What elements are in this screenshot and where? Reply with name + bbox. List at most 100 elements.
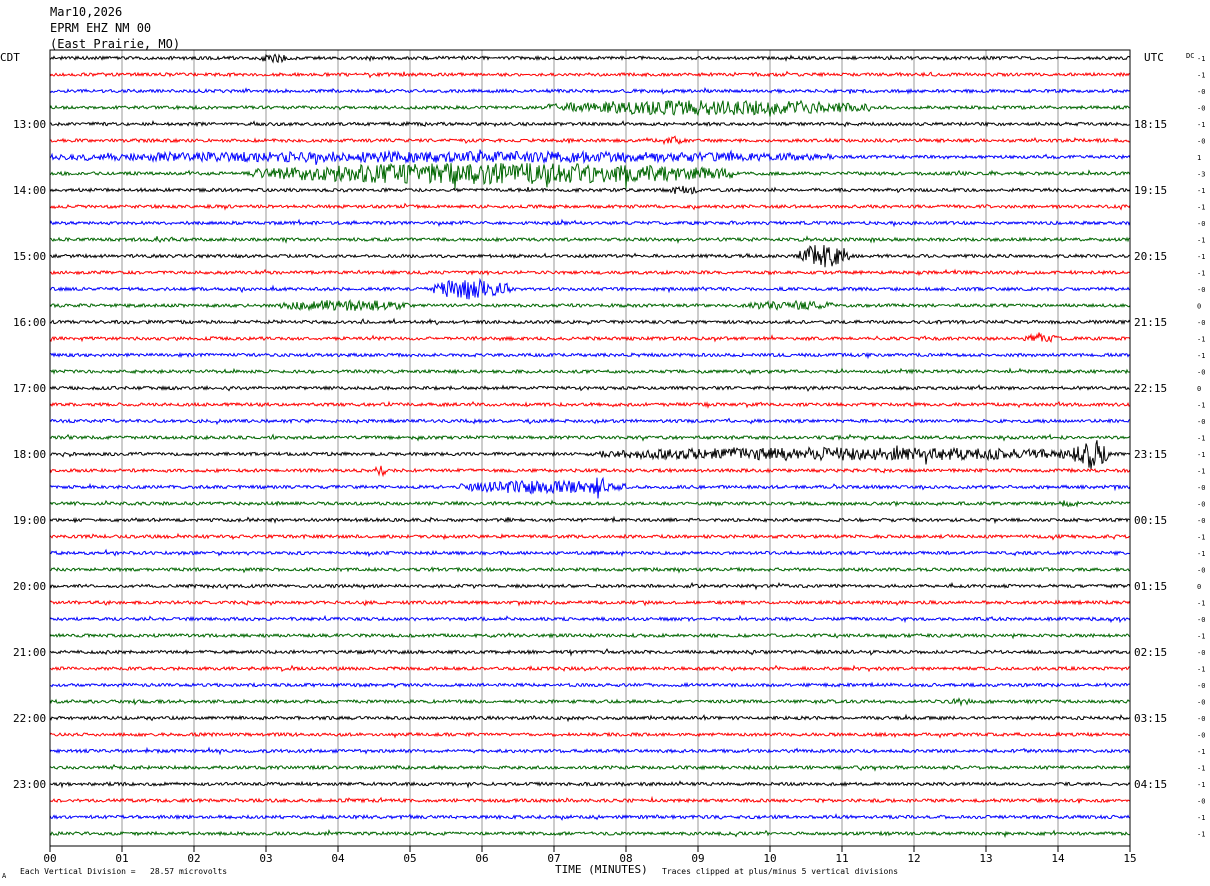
seismic-trace (49, 713, 1131, 723)
seismic-trace (49, 53, 1131, 64)
cdt-hour-label: 15:00 (13, 250, 46, 263)
seismic-trace (49, 566, 1131, 574)
dc-offset-label: -1 (1197, 121, 1205, 129)
dc-offset-label: -0 (1197, 105, 1205, 113)
dc-offset-label: -0 (1197, 138, 1205, 146)
utc-hour-label: 01:15 (1134, 580, 1167, 593)
dc-offset-label: -1 (1197, 253, 1205, 261)
utc-label: UTC (1144, 51, 1164, 64)
dc-offset-label: -1 (1197, 633, 1205, 641)
utc-hour-label: 22:15 (1134, 382, 1167, 395)
cdt-label: CDT (0, 51, 20, 64)
seismic-trace (49, 532, 1131, 541)
cdt-hour-label: 21:00 (13, 646, 46, 659)
location-label: (East Prairie, MO) (50, 37, 181, 51)
seismic-trace (49, 632, 1131, 640)
x-tick-label: 08 (619, 852, 632, 865)
seismic-trace (49, 780, 1131, 789)
dc-offset-label: -1 (1197, 748, 1205, 756)
cdt-hour-label: 13:00 (13, 118, 46, 131)
dc-offset-label: -1 (1197, 781, 1205, 789)
seismic-trace (49, 218, 1131, 228)
cdt-hour-label: 19:00 (13, 514, 46, 527)
chart-header: Mar10,2026 EPRM EHZ NM 00 (East Prairie,… (50, 4, 180, 52)
dc-offset-label: -0 (1197, 501, 1205, 509)
x-tick-label: 06 (475, 852, 488, 865)
station-label: EPRM EHZ NM 00 (50, 21, 152, 35)
utc-hour-label: 02:15 (1134, 646, 1167, 659)
seismic-trace (49, 465, 1131, 478)
x-tick-label: 11 (835, 852, 848, 865)
dc-offset-label: -1 (1197, 534, 1205, 542)
dc-offset-label: -0 (1197, 798, 1205, 806)
utc-hour-label: 19:15 (1134, 184, 1167, 197)
utc-hour-label: 18:15 (1134, 118, 1167, 131)
utc-hour-label: 03:15 (1134, 712, 1167, 725)
seismic-trace (49, 99, 1130, 117)
dc-offset-label: -0 (1197, 616, 1205, 624)
seismic-trace (49, 746, 1131, 756)
dc-offset-label: 0 (1197, 303, 1201, 311)
dc-offset-label: -0 (1197, 484, 1205, 492)
date-label: Mar10,2026 (50, 5, 123, 19)
seismic-trace (49, 202, 1131, 211)
seismic-trace (49, 268, 1131, 277)
utc-hour-label: 20:15 (1134, 250, 1167, 263)
seismic-trace (49, 581, 1131, 591)
seismic-trace (49, 384, 1131, 392)
plot-border (49, 49, 1131, 847)
dc-offset-label: -0 (1197, 88, 1205, 96)
seismic-trace (49, 400, 1131, 409)
x-tick-label: 02 (187, 852, 200, 865)
seismic-trace (49, 332, 1131, 343)
vertical-division-note: Each Vertical Division = 28.57 microvolt… (20, 867, 228, 876)
x-tick-label: 13 (979, 852, 992, 865)
seismic-trace (49, 681, 1131, 689)
x-tick-label: 00 (43, 852, 56, 865)
dc-offset-label: -0 (1197, 517, 1205, 525)
seismic-trace (49, 433, 1131, 442)
dc-offset-label: -0 (1197, 715, 1205, 723)
seismic-trace (49, 317, 1131, 326)
dc-offset-label: -1 (1197, 55, 1205, 63)
dc-offset-label: -1 (1197, 550, 1205, 558)
dc-offset-label: -1 (1197, 402, 1205, 410)
x-tick-label: 12 (907, 852, 920, 865)
seismic-trace (49, 367, 1131, 376)
dc-offset-label: -0 (1197, 220, 1205, 228)
x-tick-label: 01 (115, 852, 128, 865)
dc-offset-label: -1 (1197, 468, 1205, 476)
dc-offset-label: 1 (1197, 154, 1201, 162)
minute-grid (49, 50, 1131, 846)
seismic-trace (49, 440, 1131, 469)
plot-frame (49, 49, 1131, 852)
utc-hour-label: 00:15 (1134, 514, 1167, 527)
seismic-trace (49, 185, 1131, 195)
x-tick-label: 05 (403, 852, 416, 865)
dc-offset-label: -1 (1197, 666, 1205, 674)
dc-offset-label: -0 (1197, 649, 1205, 657)
dc-offset-label: -1 (1197, 237, 1205, 245)
dc-offset-label: -1 (1197, 600, 1205, 608)
seismic-trace (49, 697, 1131, 707)
seismic-trace (49, 813, 1131, 821)
utc-hour-label: 04:15 (1134, 778, 1167, 791)
seismic-trace (49, 277, 1131, 300)
seismic-trace (49, 476, 1131, 499)
seismic-trace (49, 298, 1131, 312)
cdt-hour-label: 16:00 (13, 316, 46, 329)
dc-offset-label: -1 (1197, 831, 1205, 839)
seismic-trace (49, 795, 1131, 804)
dc-offset-label: 0 (1197, 583, 1201, 591)
seismic-trace (49, 235, 1131, 245)
cdt-hour-label: 22:00 (13, 712, 46, 725)
cdt-hour-label: 14:00 (13, 184, 46, 197)
dc-offset-label: -1 (1197, 204, 1205, 212)
dc-offset-label: -1 (1197, 451, 1205, 459)
dc-offset-label: -1 (1197, 270, 1205, 278)
seismic-trace (49, 599, 1131, 607)
x-tick-label: 10 (763, 852, 776, 865)
axis-labels: 00 01 02 03 04 05 06 07 08 09 10 11 12 13 14 15-1-1-0-0… (0, 51, 1205, 865)
dc-offset-label: -0 (1197, 369, 1205, 377)
clip-note: Traces clipped at plus/minus 5 vertical … (662, 867, 899, 876)
